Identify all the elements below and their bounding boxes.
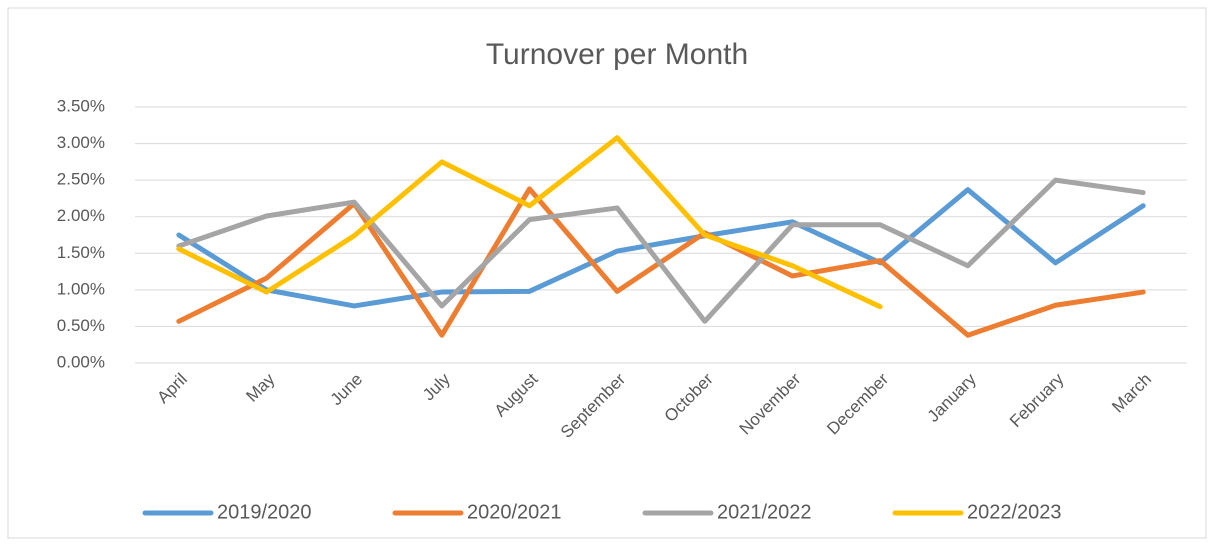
y-tick-label: 1.50% — [57, 243, 105, 262]
legend-label: 2021/2022 — [717, 501, 812, 523]
y-tick-label: 0.50% — [57, 316, 105, 335]
chart-border — [7, 7, 1207, 539]
y-tick-label: 2.00% — [57, 206, 105, 225]
chart-title: Turnover per Month — [486, 38, 748, 71]
series-line — [176, 177, 1146, 324]
y-tick-label: 3.00% — [57, 133, 105, 152]
series-line — [176, 187, 1146, 309]
series-line — [176, 135, 883, 310]
y-tick-label: 0.00% — [57, 352, 105, 371]
y-tick-label: 2.50% — [57, 170, 105, 189]
legend-label: 2022/2023 — [967, 501, 1062, 523]
legend-label: 2019/2020 — [217, 501, 312, 523]
legend-label: 2020/2021 — [467, 501, 562, 523]
y-tick-label: 3.50% — [57, 96, 105, 115]
y-tick-label: 1.00% — [57, 279, 105, 298]
